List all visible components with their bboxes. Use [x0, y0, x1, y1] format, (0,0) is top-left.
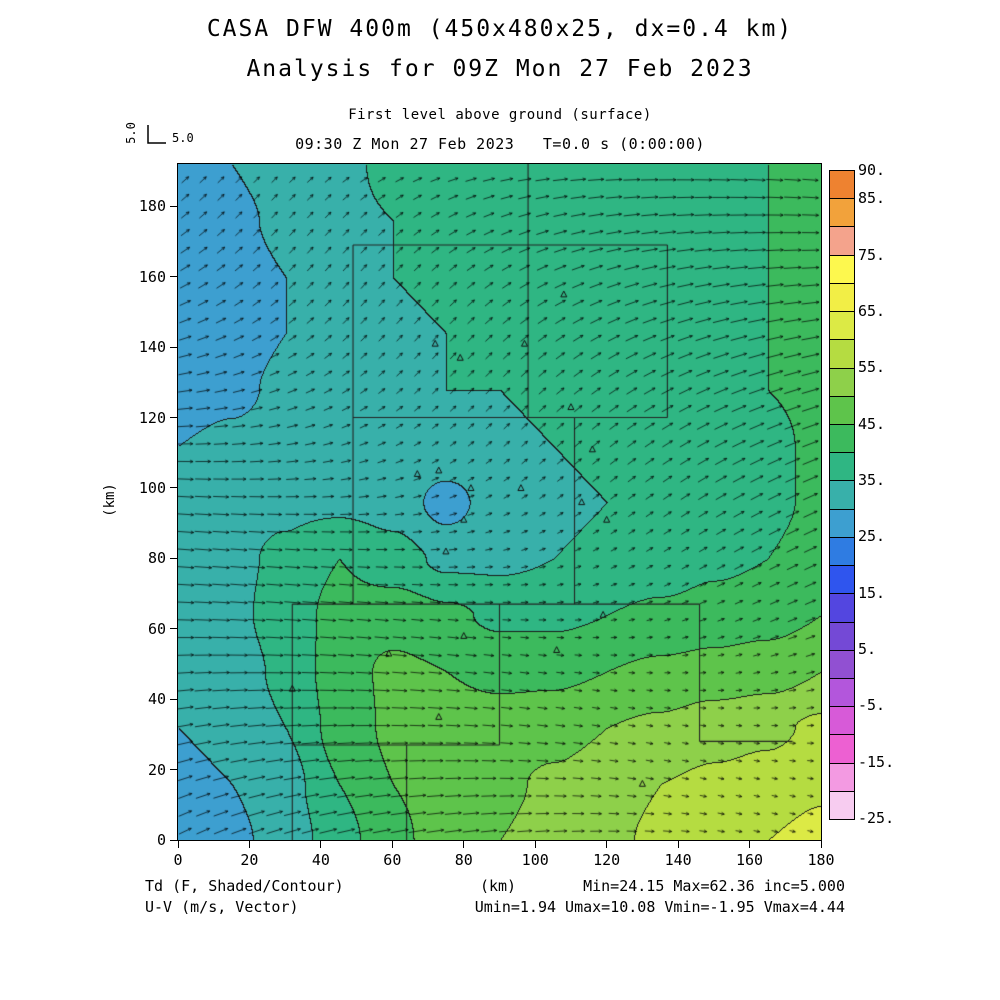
colorbar-tick-label: 75. [858, 245, 886, 264]
y-tick-mark [170, 417, 177, 418]
y-tick-mark [170, 205, 177, 207]
x-tick-label: 180 [807, 851, 835, 869]
colorbar-cell [830, 339, 854, 368]
y-tick-mark [170, 487, 177, 489]
shaded-field-caption: Td (F, Shaded/Contour) [145, 877, 344, 895]
colorbar-cell [830, 395, 854, 424]
y-tick-mark [170, 557, 177, 559]
colorbar-tick-label: -15. [858, 752, 895, 771]
colorbar-cell [830, 649, 854, 678]
colorbar-cell [830, 171, 854, 199]
colorbar-tick-label: 15. [858, 583, 886, 602]
plot-title: CASA DFW 400m (450x480x25, dx=0.4 km) [206, 16, 794, 42]
x-tick-mark [677, 841, 679, 848]
colorbar-cell [830, 508, 854, 537]
vector-scale-h-label: 5.0 [172, 131, 194, 145]
x-tick-label: 140 [664, 851, 692, 869]
x-tick-label: 100 [521, 851, 549, 869]
y-tick-label: 120 [138, 408, 166, 427]
wind-stats-line: Umin=1.94 Umax=10.08 Vmin=-1.95 Vmax=4.4… [474, 898, 845, 916]
x-tick-label: 40 [311, 851, 330, 869]
colorbar-cell [830, 593, 854, 622]
y-tick-mark [170, 346, 177, 348]
colorbar-cell [830, 282, 854, 312]
colorbar-cell [830, 762, 854, 791]
colorbar-cell [830, 621, 854, 650]
colorbar-cell [830, 677, 854, 707]
x-tick-mark [606, 841, 608, 848]
y-tick-mark [170, 839, 177, 841]
colorbar-cell [830, 423, 854, 453]
y-tick-label: 80 [147, 549, 166, 568]
colorbar-tick-label: -25. [858, 809, 895, 827]
colorbar-cell [830, 226, 854, 255]
y-tick-label: 40 [147, 690, 166, 709]
colorbar-tick-label: -5. [858, 696, 886, 715]
y-tick-mark [170, 698, 177, 700]
level-label: First level above ground (surface) [348, 107, 652, 123]
y-tick-label: 160 [138, 267, 166, 286]
colorbar-cell [830, 480, 854, 509]
x-tick-label: 60 [383, 851, 402, 869]
colorbar-cell [830, 706, 854, 735]
colorbar-tick-label: 5. [858, 639, 877, 658]
plot-subtitle: Analysis for 09Z Mon 27 Feb 2023 [246, 56, 754, 82]
x-tick-mark [749, 841, 751, 848]
colorbar-tick-label: 45. [858, 414, 886, 433]
x-axis-label: (km) [479, 877, 517, 895]
x-tick-label: 0 [173, 851, 183, 869]
vector-scale-bracket-icon [147, 125, 166, 144]
x-tick-mark [320, 841, 322, 848]
colorbar-tick-label: 55. [858, 358, 886, 377]
x-tick-mark [463, 841, 465, 848]
colorbar-cell [830, 565, 854, 594]
y-tick-mark [170, 276, 177, 278]
colorbar-cell [830, 198, 854, 227]
vector-field-caption: U-V (m/s, Vector) [145, 898, 299, 916]
x-tick-label: 80 [454, 851, 473, 869]
colorbar-tick-label: 65. [858, 301, 886, 320]
y-tick-label: 0 [156, 831, 166, 849]
x-tick-mark [391, 841, 393, 848]
colorbar-cell [830, 254, 854, 283]
colorbar-tick-label: 85. [858, 189, 886, 208]
colorbar-cell [830, 734, 854, 763]
x-tick-mark [820, 841, 822, 848]
y-tick-label: 140 [138, 338, 166, 357]
x-tick-label: 20 [240, 851, 259, 869]
colorbar-tick-label: 35. [858, 470, 886, 489]
x-tick-mark [177, 841, 179, 848]
vector-scale-v-label: 5.0 [124, 122, 138, 144]
y-tick-label: 180 [138, 197, 166, 216]
y-tick-label: 100 [138, 478, 166, 497]
colorbar-cell [830, 452, 854, 481]
x-tick-label: 120 [593, 851, 621, 869]
colorbar-tick-label: 90. [858, 161, 886, 179]
colorbar-cell [830, 311, 854, 340]
y-tick-label: 20 [147, 760, 166, 779]
colorbar-cell [830, 367, 854, 396]
y-tick-mark [170, 628, 177, 630]
time-label: 09:30 Z Mon 27 Feb 2023 T=0.0 s (0:00:00… [295, 135, 705, 153]
y-tick-label: 60 [147, 619, 166, 638]
field-map-canvas [177, 163, 822, 841]
y-tick-mark [170, 769, 177, 771]
y-axis-label: (km) [102, 483, 118, 517]
x-tick-mark [534, 841, 536, 848]
x-tick-label: 160 [736, 851, 764, 869]
colorbar-tick-label: 25. [858, 527, 886, 546]
colorbar-cell [830, 790, 854, 820]
field-stats-line: Min=24.15 Max=62.36 inc=5.000 [583, 877, 845, 895]
colorbar-cell [830, 536, 854, 566]
colorbar [829, 170, 855, 820]
x-tick-mark [248, 841, 250, 848]
